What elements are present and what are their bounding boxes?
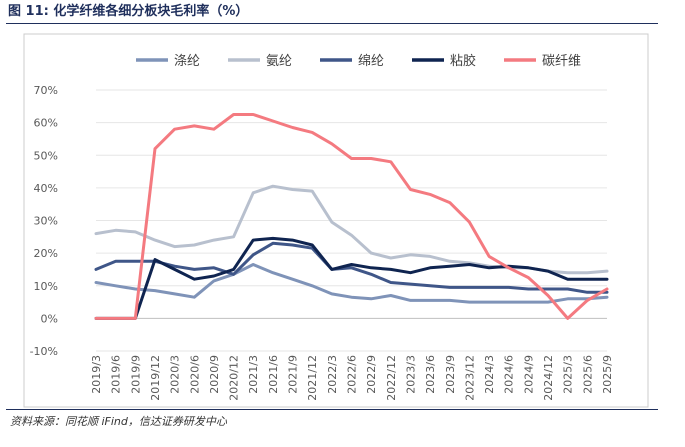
y-axis: -10% 0% 10% 20% 30% 40% 50% 60% 70%	[30, 84, 58, 358]
y-tick-label: 60%	[34, 117, 58, 130]
y-tick-label: 70%	[34, 84, 58, 97]
x-tick-label: 2022/3	[326, 355, 339, 394]
x-tick-label: 2019/6	[110, 355, 123, 394]
figure-title: 图 11: 化学纤维各细分板块毛利率（%）	[8, 2, 248, 22]
x-tick-label: 2024/9	[522, 355, 535, 394]
series-line-绵纶	[94, 241, 609, 294]
chart-series	[94, 113, 609, 320]
x-tick-label: 2023/6	[424, 355, 437, 394]
x-tick-label: 2025/9	[601, 355, 614, 394]
top-divider	[6, 23, 658, 24]
x-tick-label: 2020/9	[208, 355, 221, 394]
legend-label: 绵纶	[358, 54, 384, 69]
x-tick-label: 2022/12	[385, 355, 398, 401]
x-axis: 2019/3 2019/6 2019/9 2019/12 2020/3 2020/6 202…	[90, 355, 614, 401]
x-tick-label: 2021/12	[306, 355, 319, 401]
x-tick-label: 2024/12	[542, 355, 555, 401]
x-tick-label: 2024/3	[483, 355, 496, 394]
legend-label: 粘胶	[450, 53, 476, 69]
bottom-divider	[6, 409, 658, 410]
y-tick-label: 0%	[41, 312, 58, 325]
series-line-涤纶	[94, 263, 609, 304]
y-tick-label: 10%	[34, 280, 58, 293]
y-tick-label: 30%	[34, 215, 58, 228]
x-tick-label: 2023/12	[463, 355, 476, 401]
source-note: 资料来源：同花顺 iFind，信达证券研发中心	[10, 415, 227, 428]
chart-grid	[96, 89, 607, 352]
x-tick-label: 2024/6	[503, 355, 516, 394]
series-line-碳纤维	[94, 113, 609, 320]
x-tick-label: 2023/3	[404, 355, 417, 394]
x-tick-label: 2023/9	[444, 355, 457, 394]
figure-title-text: 化学纤维各细分板块毛利率（%）	[53, 4, 249, 19]
legend-label: 氨纶	[266, 54, 292, 69]
x-tick-label: 2020/6	[188, 355, 201, 394]
x-tick-label: 2020/12	[228, 355, 241, 401]
y-tick-label: 20%	[34, 247, 58, 260]
x-tick-label: 2022/6	[346, 355, 359, 394]
series-line-氨纶	[94, 184, 609, 275]
x-tick-label: 2019/12	[149, 355, 162, 401]
chart-border	[23, 33, 649, 408]
x-tick-label: 2019/9	[129, 355, 142, 394]
series-line-粘胶	[94, 236, 609, 320]
x-tick-label: 2019/3	[90, 355, 103, 394]
x-tick-label: 2025/3	[562, 355, 575, 394]
legend-label: 涤纶	[174, 54, 200, 69]
x-tick-label: 2021/9	[287, 355, 300, 394]
figure-label: 图 11:	[8, 4, 49, 19]
x-tick-label: 2021/3	[247, 355, 260, 394]
x-tick-label: 2021/6	[267, 355, 280, 394]
legend-label: 碳纤维	[542, 54, 581, 69]
y-tick-label: 40%	[34, 182, 58, 195]
chart-legend: 涤纶 氨纶 绵纶 粘胶 碳纤维	[136, 53, 581, 69]
x-tick-label: 2022/9	[365, 355, 378, 394]
line-chart: 涤纶 氨纶 绵纶 粘胶 碳纤维 -10%0%10%20%30%40%50%60%70% …	[23, 33, 649, 408]
x-tick-label: 2020/3	[169, 355, 182, 394]
x-tick-label: 2025/6	[581, 355, 594, 394]
y-tick-label: -10%	[30, 345, 58, 358]
y-tick-label: 50%	[34, 149, 58, 162]
